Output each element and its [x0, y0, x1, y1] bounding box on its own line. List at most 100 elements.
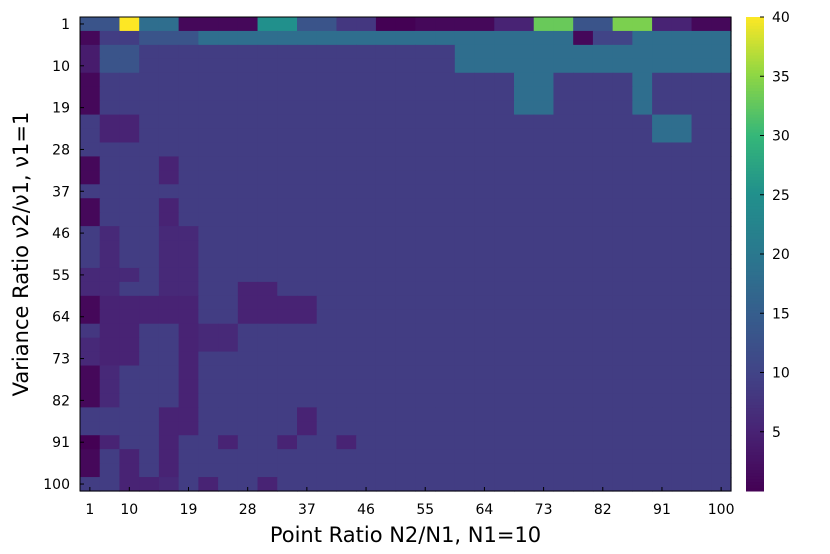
- heatmap-cell: [80, 477, 101, 492]
- heatmap-cell: [612, 226, 633, 241]
- heatmap-cell: [257, 30, 278, 46]
- heatmap-cell: [652, 240, 673, 255]
- heatmap-cell: [415, 351, 436, 367]
- heatmap-cell: [375, 226, 397, 241]
- heatmap-cell: [691, 156, 712, 171]
- heatmap-cell: [316, 477, 338, 492]
- heatmap-cell: [237, 86, 259, 102]
- heatmap-cell: [178, 421, 199, 436]
- heatmap-cell: [691, 86, 712, 102]
- heatmap-cell: [474, 351, 495, 367]
- heatmap-cell: [218, 44, 239, 60]
- colorbar-segment: [746, 271, 764, 276]
- colorbar-tick-label: 30: [772, 129, 790, 145]
- colorbar-segment: [746, 144, 764, 148]
- heatmap-cell: [356, 365, 377, 381]
- heatmap-cell: [652, 407, 673, 422]
- colorbar-segment: [746, 248, 764, 252]
- heatmap-cell: [514, 379, 535, 395]
- heatmap-cell: [632, 58, 653, 74]
- heatmap-cell: [277, 449, 298, 464]
- heatmap-cell: [99, 86, 121, 102]
- heatmap-cell: [277, 267, 298, 283]
- heatmap-cell: [711, 254, 732, 269]
- heatmap-cell: [139, 435, 160, 450]
- colorbar-segment: [746, 413, 764, 418]
- heatmap-cell: [375, 295, 397, 311]
- colorbar-segment: [746, 402, 764, 406]
- heatmap-cell: [435, 477, 456, 492]
- heatmap-cell: [198, 17, 219, 32]
- colorbar-segment: [746, 46, 764, 51]
- heatmap-cell: [573, 170, 594, 185]
- heatmap-cell: [652, 100, 673, 116]
- heatmap-cell: [494, 212, 515, 227]
- heatmap-cell: [356, 72, 377, 88]
- heatmap-cell: [119, 421, 140, 436]
- colorbar-segment: [746, 372, 764, 376]
- colorbar-segment: [746, 165, 764, 169]
- colorbar-segment: [746, 351, 764, 356]
- heatmap-cell: [99, 267, 121, 283]
- colorbar-tick-label: 40: [772, 10, 790, 26]
- heatmap-cell: [178, 281, 199, 297]
- colorbar-segment: [746, 159, 764, 163]
- heatmap-cell: [237, 365, 259, 381]
- colorbar-segment: [746, 168, 764, 172]
- heatmap-cell: [99, 17, 121, 32]
- heatmap-cell: [139, 142, 160, 158]
- colorbar-segment: [746, 342, 764, 347]
- heatmap-cell: [553, 337, 574, 353]
- heatmap-cell: [158, 421, 180, 436]
- heatmap-cell: [612, 449, 633, 464]
- heatmap-cell: [178, 449, 199, 464]
- heatmap-cell: [553, 477, 574, 492]
- heatmap-cell: [691, 212, 712, 227]
- heatmap-cell: [592, 267, 614, 283]
- heatmap-cell: [277, 30, 298, 46]
- heatmap-cell: [415, 337, 436, 353]
- heatmap-cell: [277, 393, 298, 408]
- heatmap-cell: [474, 477, 495, 492]
- heatmap-cell: [277, 421, 298, 436]
- heatmap-cell: [218, 170, 239, 185]
- heatmap-cell: [356, 323, 377, 339]
- heatmap-cell: [454, 58, 476, 74]
- heatmap-cell: [297, 379, 318, 395]
- heatmap-cell: [415, 72, 436, 88]
- heatmap-cell: [514, 281, 535, 297]
- heatmap-cell: [119, 477, 140, 492]
- heatmap-cell: [375, 254, 397, 269]
- heatmap-cell: [277, 240, 298, 255]
- heatmap-cell: [218, 128, 239, 144]
- heatmap-cell: [415, 463, 436, 478]
- x-tick-label: 55: [416, 502, 434, 518]
- heatmap-cell: [573, 114, 594, 130]
- heatmap-cell: [711, 170, 732, 185]
- heatmap-cell: [652, 477, 673, 492]
- colorbar-segment: [746, 434, 764, 439]
- heatmap-cell: [80, 267, 101, 283]
- heatmap-cell: [494, 267, 515, 283]
- heatmap-cell: [454, 393, 476, 408]
- x-tick-label: 46: [357, 502, 375, 518]
- heatmap-cell: [80, 351, 101, 367]
- heatmap-cell: [336, 295, 357, 311]
- heatmap-cell: [297, 30, 318, 46]
- heatmap-cell: [494, 226, 515, 241]
- colorbar-segment: [746, 384, 764, 388]
- heatmap-cell: [198, 267, 219, 283]
- heatmap-cell: [139, 449, 160, 464]
- heatmap-cell: [671, 435, 693, 450]
- heatmap-cell: [632, 212, 653, 227]
- heatmap-cell: [356, 142, 377, 158]
- heatmap-cell: [671, 267, 693, 283]
- heatmap-cell: [80, 170, 101, 185]
- heatmap-cell: [277, 365, 298, 381]
- heatmap-cell: [514, 114, 535, 130]
- heatmap-cell: [257, 212, 278, 227]
- colorbar-segment: [746, 76, 764, 80]
- heatmap-cell: [316, 44, 338, 60]
- heatmap-cell: [711, 58, 732, 74]
